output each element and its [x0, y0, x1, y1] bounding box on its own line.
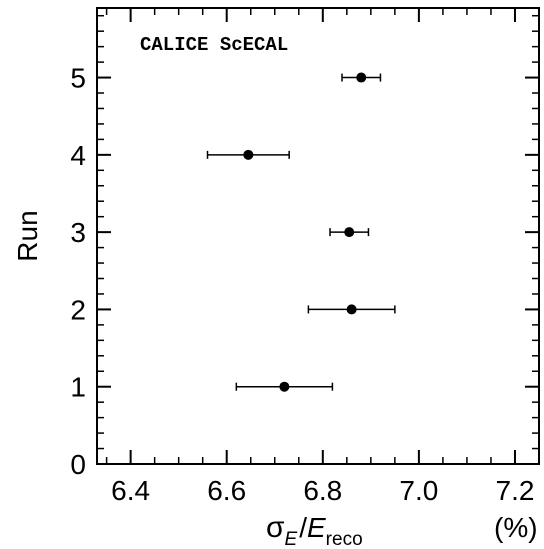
x-tick-labels: 6.4 6.6 6.8 7.0 7.2 — [111, 475, 534, 506]
data-point — [356, 72, 367, 83]
y-tick-label: 2 — [70, 294, 86, 325]
x-axis-title: σE/Ereco — [266, 511, 363, 549]
y-tick-label: 3 — [70, 217, 86, 248]
x-tick-label: 6.6 — [207, 475, 246, 506]
x-tick-label: 7.2 — [496, 475, 535, 506]
chart-annotation: CALICE ScECAL — [140, 34, 288, 56]
axis-ticks — [97, 8, 540, 465]
data-point — [346, 304, 357, 315]
y-axis-title: Run — [12, 210, 43, 261]
x-axis-title-e-sub: reco — [326, 529, 363, 549]
x-tick-label: 6.8 — [303, 475, 342, 506]
y-tick-label: 0 — [70, 449, 86, 480]
data-point — [243, 149, 254, 160]
y-tick-labels: 0 1 2 3 4 5 — [70, 63, 86, 480]
x-tick-label: 7.0 — [399, 475, 438, 506]
x-axis-title-e: E — [307, 512, 326, 543]
data-point — [344, 227, 355, 238]
x-tick-label: 6.4 — [111, 475, 150, 506]
x-axis-title-sigma: σ — [266, 511, 285, 544]
data-points — [206, 72, 396, 392]
x-axis-title-slash: / — [299, 512, 307, 543]
y-tick-label: 4 — [70, 140, 86, 171]
plot-frame — [96, 7, 540, 465]
x-axis-title-sigma-sub: E — [285, 529, 298, 549]
y-tick-label: 1 — [70, 372, 86, 403]
y-tick-label: 5 — [70, 63, 86, 94]
x-axis-unit: (%) — [494, 512, 538, 543]
data-point — [279, 381, 290, 392]
